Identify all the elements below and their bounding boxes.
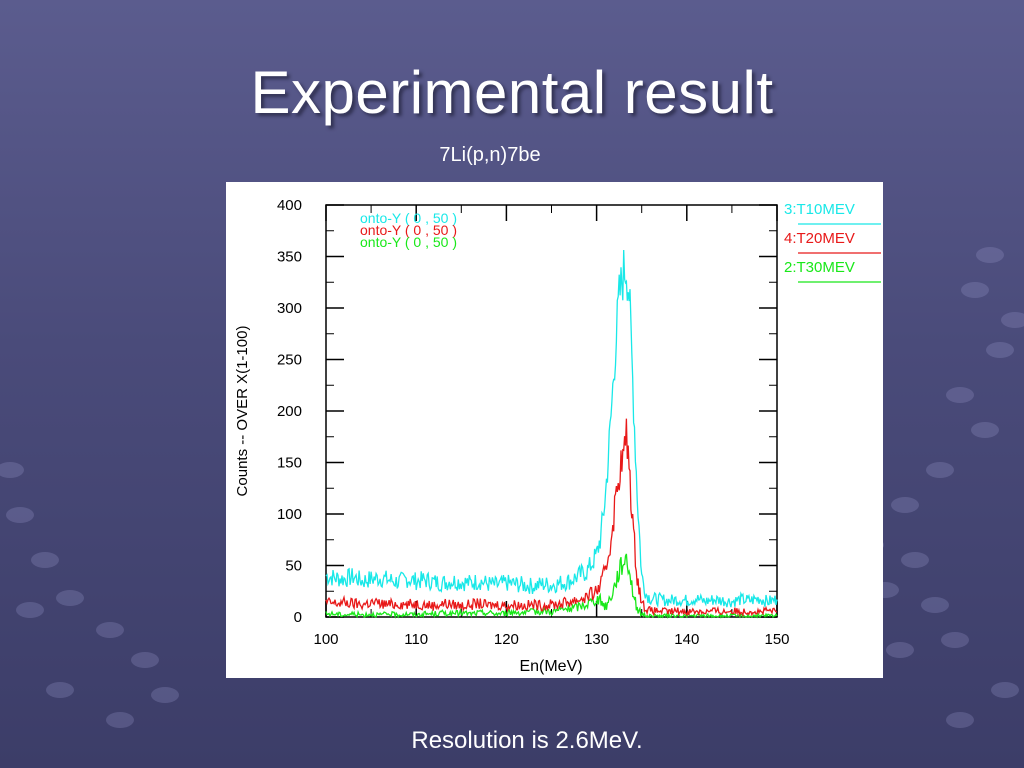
legend-label-0: 3:T10MEV	[784, 201, 855, 218]
series-line-3:T10MEV	[325, 249, 778, 609]
spectrum-chart: 0 50 100 150 200 250 300 350 400 100 110 120 130 140…	[226, 182, 883, 678]
background-dot-4	[946, 387, 974, 403]
y-axis: 0 50 100 150 200 250 300 350 400	[277, 197, 777, 626]
background-dot-11	[921, 597, 949, 613]
y-tick-label-0: 0	[294, 609, 302, 626]
y-tick-label-300: 300	[277, 300, 302, 317]
x-tick-label-120: 120	[494, 631, 519, 648]
background-dot-15	[31, 552, 59, 568]
x-tick-label-150: 150	[764, 631, 789, 648]
background-dot-24	[946, 712, 974, 728]
background-dot-14	[6, 507, 34, 523]
background-dot-17	[96, 622, 124, 638]
inner-labels: onto-Y ( 0 , 50 )onto-Y ( 0 , 50 )onto-Y…	[360, 210, 457, 250]
legend-label-2: 2:T30MEV	[784, 259, 855, 276]
resolution-note: Resolution is 2.6MeV.	[411, 727, 643, 754]
background-dot-12	[941, 632, 969, 648]
y-tick-label-100: 100	[277, 506, 302, 523]
plot-frame	[325, 204, 778, 618]
background-dot-20	[106, 712, 134, 728]
background-dot-6	[926, 462, 954, 478]
y-tick-label-400: 400	[277, 197, 302, 214]
y-axis-label: Counts -- OVER X(1-100)	[234, 326, 251, 497]
slide-title: Experimental result	[250, 59, 774, 126]
y-tick-label-250: 250	[277, 352, 302, 369]
inner-label-1: onto-Y ( 0 , 50 )	[360, 222, 457, 238]
y-tick-label-50: 50	[285, 558, 302, 575]
spectrum-chart-svg: 0 50 100 150 200 250 300 350 400 100 110 120 130 140…	[234, 197, 881, 675]
x-tick-label-130: 130	[584, 631, 609, 648]
x-axis: 100 110 120 130 140 150	[313, 205, 790, 648]
x-tick-label-140: 140	[674, 631, 699, 648]
inner-label-2: onto-Y ( 0 , 50 )	[360, 234, 457, 250]
x-tick-label-110: 110	[404, 631, 428, 648]
background-dot-2	[1001, 312, 1024, 328]
background-dot-9	[901, 552, 929, 568]
background-dot-13	[886, 642, 914, 658]
x-axis-label: En(MeV)	[519, 658, 582, 675]
background-dot-0	[976, 247, 1004, 263]
y-tick-label-150: 150	[277, 455, 302, 472]
background-dot-22	[16, 602, 44, 618]
y-tick-label-200: 200	[277, 403, 302, 420]
background-dot-7	[891, 497, 919, 513]
background-dot-5	[971, 422, 999, 438]
background-dot-1	[961, 282, 989, 298]
background-dot-25	[991, 682, 1019, 698]
inner-label-0: onto-Y ( 0 , 50 )	[360, 210, 457, 226]
background-dot-3	[986, 342, 1014, 358]
background-dot-21	[46, 682, 74, 698]
y-tick-label-350: 350	[277, 249, 302, 266]
background-dot-23	[0, 462, 24, 478]
chart-caption: 7Li(p,n)7be	[439, 144, 541, 166]
series-lines	[325, 249, 778, 620]
background-dot-16	[56, 590, 84, 606]
series-line-4:T20MEV	[325, 418, 778, 618]
background-dot-19	[151, 687, 179, 703]
background-dot-18	[131, 652, 159, 668]
legend-label-1: 4:T20MEV	[784, 230, 855, 247]
legend: 3:T10MEV 4:T20MEV 2:T30MEV	[784, 201, 881, 283]
x-tick-label-100: 100	[313, 631, 338, 648]
